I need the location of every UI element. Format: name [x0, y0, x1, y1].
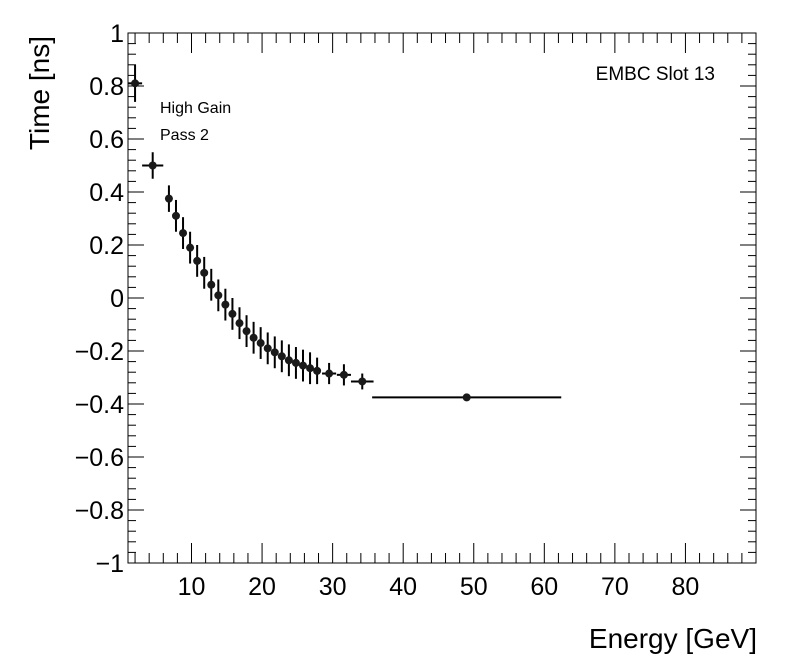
data-point	[207, 268, 216, 301]
data-point	[221, 288, 230, 321]
pass-label: Pass 2	[160, 127, 209, 144]
data-marker	[249, 333, 258, 342]
data-marker	[131, 79, 140, 88]
data-point	[313, 357, 322, 385]
x-tick-label: 20	[248, 573, 276, 601]
x-tick-label: 30	[319, 573, 347, 601]
x-tick-label: 10	[178, 573, 206, 601]
data-point	[228, 298, 237, 330]
data-marker	[179, 229, 188, 238]
data-point	[284, 344, 293, 377]
data-marker	[306, 364, 315, 373]
data-point	[214, 279, 223, 312]
data-marker	[339, 370, 348, 379]
data-point	[291, 347, 300, 379]
y-tick-label: −0.8	[75, 497, 124, 525]
data-point	[350, 373, 374, 390]
data-marker	[298, 361, 307, 370]
data-marker	[277, 352, 286, 361]
data-point	[306, 352, 315, 385]
data-point	[277, 340, 286, 373]
y-tick-label: −0.4	[75, 391, 124, 419]
data-marker	[221, 300, 230, 309]
data-point	[263, 332, 272, 365]
y-tick-label: 1	[110, 20, 124, 48]
data-point	[235, 307, 244, 340]
x-axis-title: Energy [GeV]	[589, 623, 757, 654]
data-point	[128, 64, 143, 102]
x-tick-label: 60	[530, 573, 558, 601]
data-marker	[148, 161, 157, 170]
data-marker	[164, 194, 173, 203]
data-marker	[256, 339, 265, 348]
x-tick-label: 80	[672, 573, 700, 601]
data-point	[372, 393, 562, 402]
data-point	[186, 231, 195, 264]
y-tick-label: 0.8	[89, 73, 124, 101]
data-point	[256, 327, 265, 359]
data-marker	[291, 358, 300, 367]
axis-ticks	[128, 32, 756, 564]
x-tick-label: 40	[389, 573, 417, 601]
data-point	[242, 315, 251, 348]
y-tick-label: −0.2	[75, 338, 124, 366]
data-points	[128, 64, 562, 402]
data-point	[179, 217, 188, 249]
x-tick-label: 50	[460, 573, 488, 601]
data-marker	[193, 256, 202, 265]
data-point	[171, 199, 180, 232]
data-marker	[207, 280, 216, 289]
data-point	[322, 362, 337, 385]
data-marker	[263, 344, 272, 353]
y-tick-label: 0.2	[89, 232, 124, 260]
x-tick-label: 70	[601, 573, 629, 601]
axis-tick-labels: 10 20 30 40 50 60 70 80 −1 −0.8 −0.6 −0.4 −0.2 0 0.2 0.…	[75, 20, 700, 601]
plot-frame	[127, 32, 757, 564]
y-tick-label: 0.6	[89, 126, 124, 154]
data-marker	[242, 327, 251, 336]
data-marker	[462, 393, 471, 402]
data-marker	[284, 356, 293, 365]
data-point	[142, 152, 164, 179]
data-marker	[325, 369, 334, 378]
data-marker	[313, 366, 322, 375]
data-point	[200, 256, 209, 289]
y-tick-label: −0.6	[75, 444, 124, 472]
y-tick-label: 0.4	[89, 179, 124, 207]
data-marker	[214, 291, 223, 300]
data-marker	[270, 348, 279, 357]
data-point	[298, 349, 307, 382]
y-tick-label: −1	[95, 550, 124, 578]
gain-label: High Gain	[160, 100, 231, 117]
data-point	[193, 245, 202, 277]
data-point	[249, 321, 258, 354]
data-marker	[228, 309, 237, 318]
data-marker	[171, 211, 180, 220]
y-tick-label: 0	[110, 285, 124, 313]
data-point	[336, 364, 351, 386]
data-marker	[186, 243, 195, 252]
data-point	[270, 336, 279, 369]
data-marker	[200, 268, 209, 277]
data-marker	[358, 377, 367, 386]
data-point	[164, 185, 173, 212]
slot-label: EMBC Slot 13	[596, 64, 715, 85]
y-axis-title: Time [ns]	[24, 36, 55, 150]
data-marker	[235, 319, 244, 328]
